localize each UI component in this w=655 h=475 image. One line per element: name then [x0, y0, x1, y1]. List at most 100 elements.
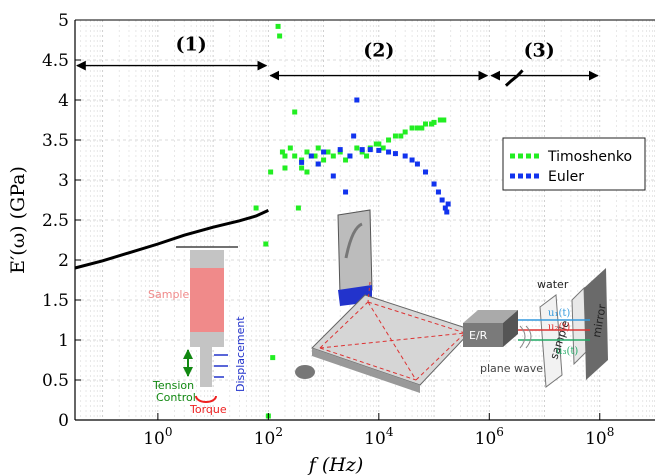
x-tick-label: 104: [364, 425, 394, 449]
x-tick-label: 106: [475, 425, 504, 449]
data-point-euler: [299, 159, 305, 165]
y-tick-label: 1: [58, 331, 69, 351]
data-point-euler: [359, 147, 365, 153]
torque-label: Torque: [189, 403, 227, 416]
data-point-timoshenko: [295, 205, 301, 211]
region-label: (3): [524, 40, 555, 62]
data-point-timoshenko: [429, 121, 435, 127]
x-tick-label: 100: [143, 425, 172, 449]
data-point-timoshenko: [270, 355, 276, 361]
displacement-label: Displacement: [234, 316, 247, 392]
data-point-timoshenko: [268, 169, 274, 175]
data-point-timoshenko: [282, 165, 288, 171]
data-point-timoshenko: [343, 157, 349, 163]
data-point-euler: [347, 153, 353, 159]
data-point-timoshenko: [304, 149, 310, 155]
data-point-timoshenko: [279, 149, 285, 155]
data-point-timoshenko: [373, 141, 379, 147]
tension-label: Tension: [152, 379, 194, 392]
data-point-timoshenko: [312, 153, 318, 159]
y-tick-label: 5: [58, 11, 69, 31]
data-point-euler: [439, 197, 445, 203]
data-point-euler: [409, 157, 415, 163]
data-point-timoshenko: [422, 121, 428, 127]
data-point-timoshenko: [441, 117, 447, 123]
data-point-euler: [330, 173, 336, 179]
data-point-timoshenko: [431, 119, 437, 125]
data-point-euler: [435, 189, 441, 195]
legend: Timoshenko Euler: [502, 137, 646, 191]
y-tick-label: 2.5: [42, 211, 69, 231]
y-axis-title: E′(ω) (GPa): [7, 166, 29, 274]
data-point-euler: [386, 149, 392, 155]
data-point-euler: [367, 147, 373, 153]
data-point-timoshenko: [299, 165, 305, 171]
data-point-euler: [315, 161, 321, 167]
u1-label: u₁(t): [548, 308, 570, 319]
data-point-euler: [337, 147, 343, 153]
u2-label: u₂(t): [548, 322, 570, 333]
data-point-euler: [321, 149, 327, 155]
data-point-timoshenko: [409, 125, 415, 131]
y-tick-label: 3.5: [42, 131, 69, 151]
series-line: [504, 69, 524, 87]
data-point-euler: [445, 201, 451, 207]
y-tick-label: 3: [58, 171, 69, 191]
x-axis-title: f (Hz): [307, 454, 363, 475]
series-layer: [74, 23, 524, 419]
data-point-euler: [422, 169, 428, 175]
series-line: [74, 209, 269, 270]
er-label: E/R: [469, 329, 488, 342]
data-point-euler: [414, 161, 420, 167]
data-point-timoshenko: [398, 133, 404, 139]
data-point-euler: [392, 151, 398, 157]
data-point-euler: [308, 153, 314, 159]
u3-label: u₃(t): [556, 346, 578, 357]
data-point-timoshenko: [292, 153, 298, 159]
y-tick-label: 0.5: [42, 371, 69, 391]
axes: 0 0.5 1 1.5 2 2.5 3 3.5 4 4.5 5 100 102 104 106 108: [42, 11, 655, 449]
data-point-timoshenko: [282, 153, 288, 159]
data-point-timoshenko: [330, 153, 336, 159]
data-point-euler: [376, 147, 382, 153]
data-point-euler: [343, 189, 349, 195]
data-point-timoshenko: [437, 117, 443, 123]
legend-label-timoshenko: Timoshenko: [547, 149, 632, 165]
control-label: Control: [156, 391, 196, 404]
data-point-timoshenko: [275, 23, 281, 29]
y-tick-label: 4.5: [42, 51, 69, 71]
water-label: water: [537, 278, 569, 291]
data-point-timoshenko: [315, 145, 321, 151]
data-point-timoshenko: [325, 149, 331, 155]
data-point-timoshenko: [419, 125, 425, 131]
x-tick-label: 102: [254, 425, 283, 449]
plane-wave-label: plane wave: [480, 362, 543, 375]
data-point-timoshenko: [354, 145, 360, 151]
y-tick-label: 1.5: [42, 291, 69, 311]
data-point-timoshenko: [287, 145, 293, 151]
data-point-euler: [402, 153, 408, 159]
data-point-timoshenko: [402, 129, 408, 135]
inset-tension-torsion-rig: Sample Displacement Tension Control Torq…: [148, 246, 247, 416]
inset-ultrasonic-setup: water E/R sample mirror u₁(t) u₂(t) u₃(t…: [463, 268, 609, 388]
mirror-label: mirror: [590, 303, 609, 339]
region-label: (1): [176, 34, 207, 56]
data-point-timoshenko: [292, 109, 298, 115]
data-point-timoshenko: [263, 241, 269, 247]
data-point-timoshenko: [364, 153, 370, 159]
data-point-timoshenko: [414, 125, 420, 131]
sample-label: Sample: [148, 288, 189, 301]
data-point-timoshenko: [277, 33, 283, 39]
data-point-timoshenko: [376, 141, 382, 147]
y-tick-label: 4: [58, 91, 69, 111]
data-point-euler: [444, 209, 450, 215]
data-point-timoshenko: [380, 145, 386, 151]
data-point-euler: [431, 181, 437, 187]
x-tick-label: 108: [585, 425, 614, 449]
data-point-timoshenko: [304, 169, 310, 175]
inset-plate-specimen: [295, 209, 473, 393]
region-arrows: (1) (2) (3): [76, 34, 599, 81]
data-point-euler: [442, 205, 448, 211]
data-point-timoshenko: [386, 137, 392, 143]
